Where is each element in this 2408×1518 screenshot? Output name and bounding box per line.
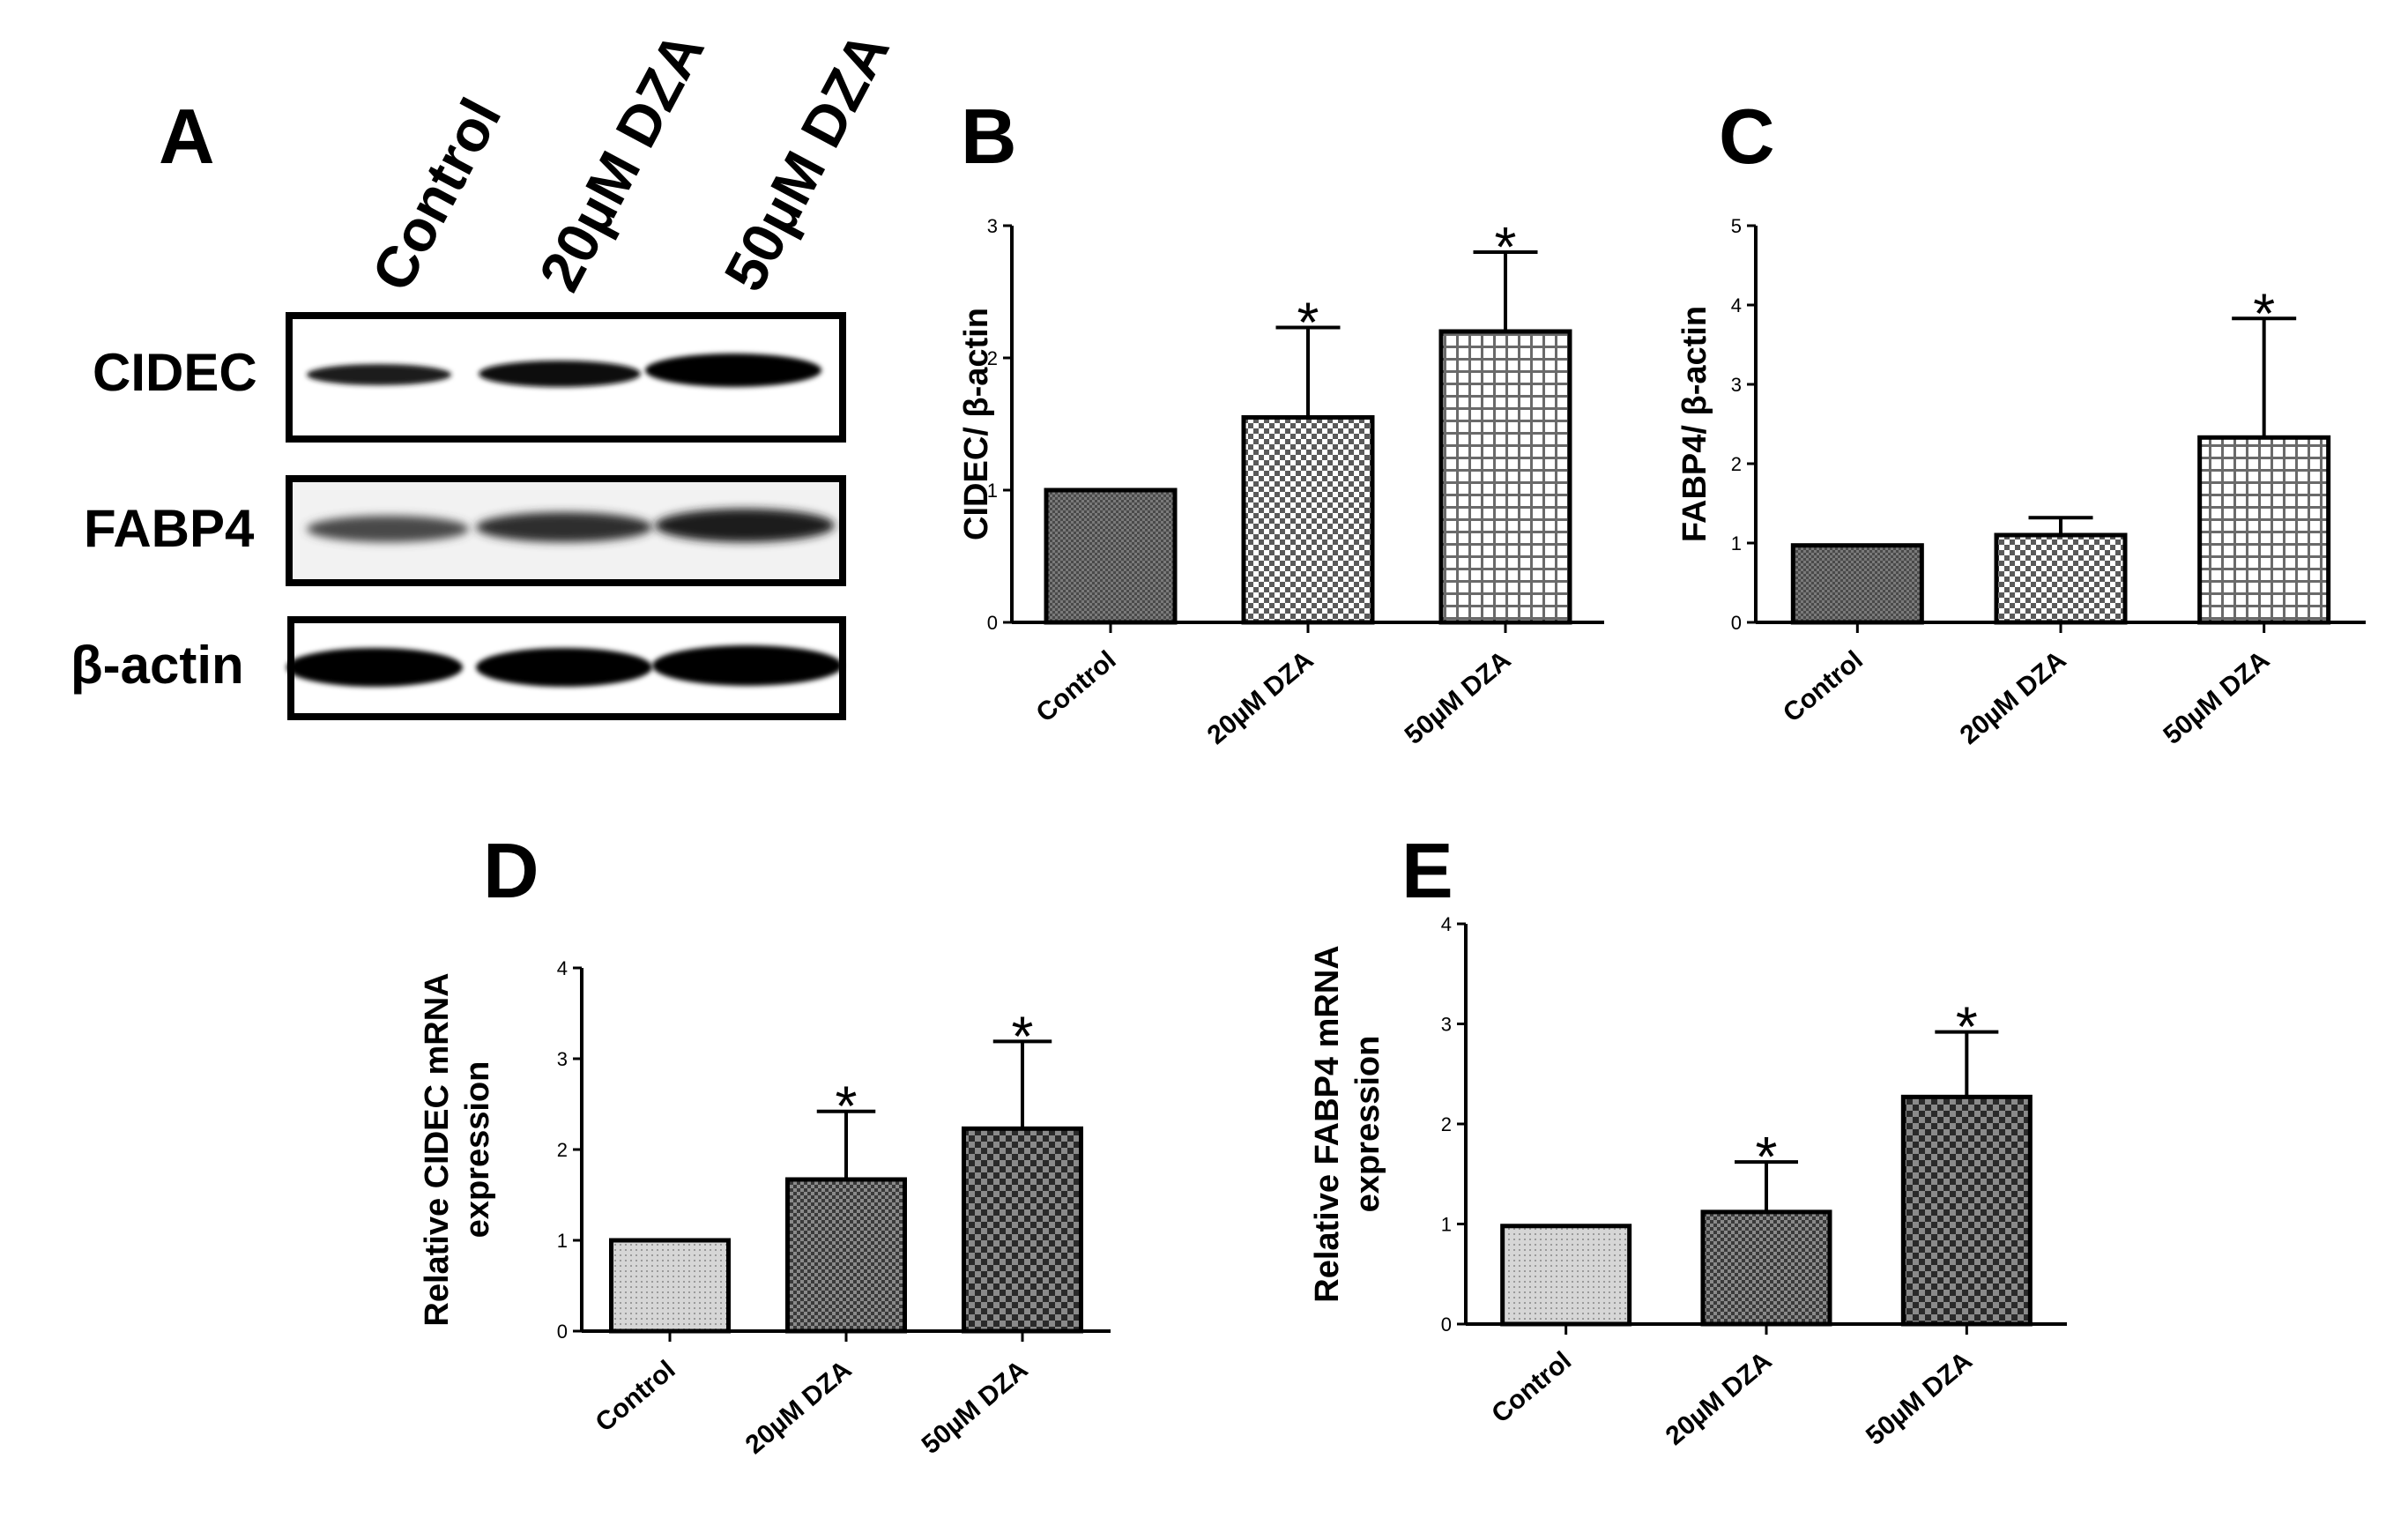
bar-c-1 <box>1994 532 2128 625</box>
significance-star-c-2: * <box>2253 281 2275 345</box>
y-tick-label-c-0: 0 <box>1731 612 1742 634</box>
charts-container: B * * 0 1 2 3 Control 20µM DZA 50µM DZA CIDEC/ β-a… <box>419 93 2366 1460</box>
bar-b-0 <box>1044 487 1178 625</box>
y-tick-label-e-1: 1 <box>1441 1214 1452 1236</box>
y-tick-label-e-0: 0 <box>1441 1313 1452 1336</box>
bar-c-0 <box>1790 543 1924 625</box>
y-tick-label-b-3: 3 <box>987 215 998 237</box>
band-cidec-50um <box>645 353 821 387</box>
y-tick-label-e-3: 3 <box>1441 1014 1452 1036</box>
band-cidec-control <box>307 364 451 385</box>
band-actin-20um <box>476 648 652 687</box>
y-axis-title-d: Relative CIDEC mRNA expression <box>419 972 496 1326</box>
panel-a: A Control 20µM DZA 50µM DZA CIDEC FABP4 … <box>71 21 902 720</box>
significance-star-d-2: * <box>1012 1004 1034 1068</box>
y-tick-label-d-2: 2 <box>557 1139 568 1161</box>
significance-star-e-1: * <box>1756 1125 1778 1188</box>
y-tick-label-b-1: 1 <box>987 480 998 502</box>
bar-d-1 <box>785 1177 907 1334</box>
category-label-e-1: 20µM DZA <box>1661 1346 1778 1451</box>
y-axis-title-line-e-0: Relative FABP4 mRNA <box>1309 945 1346 1302</box>
y-axis-title-line-c-0: FABP4/ β-actin <box>1676 306 1713 542</box>
band-fabp4-50um <box>655 509 835 542</box>
category-label-c-1: 20µM DZA <box>1955 645 2072 750</box>
y-tick-label-e-4: 4 <box>1441 913 1452 935</box>
y-axis-title-line-d-1: expression <box>459 1061 496 1239</box>
y-tick-label-c-1: 1 <box>1731 532 1742 554</box>
bar-e-2 <box>1900 1094 2033 1327</box>
y-axis-title-line-d-0: Relative CIDEC mRNA <box>419 972 456 1326</box>
y-axis-title-b: CIDEC/ β-actin <box>958 308 995 540</box>
y-tick-label-c-4: 4 <box>1731 294 1742 316</box>
panel-c: C * 0 1 2 3 4 5 Control 20µM DZA 50µM DZA FABP4/ β-… <box>1676 93 2366 750</box>
band-actin-50um <box>652 645 843 686</box>
band-cidec-20um <box>479 361 641 387</box>
category-label-b-2: 50µM DZA <box>1400 645 1517 750</box>
row-label-cidec: CIDEC <box>93 343 257 402</box>
blot-fabp4 <box>286 475 846 586</box>
blot-cidec <box>286 312 846 443</box>
y-axis-title-e: Relative FABP4 mRNA expression <box>1309 945 1386 1302</box>
significance-star-b-1: * <box>1297 291 1319 354</box>
bar-b-1 <box>1241 415 1375 625</box>
y-tick-label-c-3: 3 <box>1731 374 1742 396</box>
band-actin-control <box>286 648 463 687</box>
panel-b: B * * 0 1 2 3 Control 20µM DZA 50µM DZA CIDEC/ β-a… <box>958 93 1604 750</box>
blot-beta-actin <box>286 616 846 720</box>
category-label-b-1: 20µM DZA <box>1202 645 1319 750</box>
row-label-beta-actin: β-actin <box>71 636 244 695</box>
y-tick-label-d-3: 3 <box>557 1048 568 1070</box>
category-label-c-2: 50µM DZA <box>2158 645 2275 750</box>
y-axis-title-line-b-0: CIDEC/ β-actin <box>958 308 995 540</box>
panel-d: D * * 0 1 2 3 4 Control 20µM DZA 50µM DZA Relative … <box>419 827 1111 1460</box>
lane-label-50um: 50µM DZA <box>711 21 902 301</box>
y-tick-label-d-4: 4 <box>557 957 568 979</box>
lane-label-control: Control <box>359 88 513 301</box>
panel-letter-a: A <box>159 93 215 180</box>
band-fabp4-control <box>307 516 469 542</box>
band-fabp4-20um <box>476 512 652 542</box>
category-label-d-1: 20µM DZA <box>740 1355 858 1460</box>
bar-d-2 <box>962 1126 1083 1334</box>
category-label-d-2: 50µM DZA <box>917 1355 1034 1460</box>
y-tick-label-d-1: 1 <box>557 1230 568 1252</box>
panel-letter-c: C <box>1719 93 1775 180</box>
bar-d-0 <box>609 1238 731 1334</box>
row-label-fabp4: FABP4 <box>84 499 255 558</box>
panel-letter-e: E <box>1401 827 1453 914</box>
y-axis-title-c: FABP4/ β-actin <box>1676 306 1713 542</box>
y-tick-label-c-5: 5 <box>1731 215 1742 237</box>
significance-star-b-2: * <box>1495 215 1517 279</box>
lane-label-20um: 20µM DZA <box>526 21 717 301</box>
category-label-d-0: Control <box>591 1355 681 1438</box>
y-tick-label-b-0: 0 <box>987 612 998 634</box>
y-axis-title-line-e-1: expression <box>1349 1036 1386 1213</box>
panel-letter-d: D <box>483 827 539 914</box>
bar-c-2 <box>2197 435 2331 625</box>
panel-letter-b: B <box>961 93 1017 180</box>
significance-star-d-1: * <box>836 1075 858 1138</box>
bar-b-2 <box>1438 329 1572 625</box>
y-tick-label-b-2: 2 <box>987 347 998 369</box>
category-label-e-0: Control <box>1486 1346 1577 1429</box>
panel-e: E * * 0 1 2 3 4 Control 20µM DZA 50µM DZA Relative … <box>1309 827 2067 1451</box>
y-tick-label-d-0: 0 <box>557 1321 568 1343</box>
category-label-b-0: Control <box>1031 645 1122 728</box>
bar-e-0 <box>1500 1224 1632 1327</box>
category-label-e-2: 50µM DZA <box>1861 1346 1978 1451</box>
significance-star-e-2: * <box>1956 995 1978 1059</box>
y-tick-label-c-2: 2 <box>1731 453 1742 475</box>
category-label-c-0: Control <box>1778 645 1869 728</box>
bar-e-1 <box>1700 1209 1832 1327</box>
y-tick-label-e-2: 2 <box>1441 1113 1452 1135</box>
